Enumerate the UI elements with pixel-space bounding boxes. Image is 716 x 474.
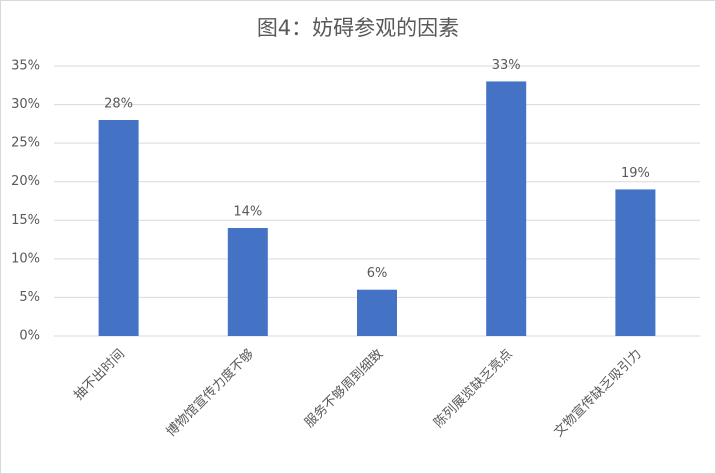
chart-title: 图4：妨碍参观的因素 <box>257 16 459 40</box>
y-tick-label: 10% <box>11 251 40 266</box>
y-tick-label: 30% <box>11 97 40 112</box>
y-tick-label: 15% <box>11 213 40 228</box>
y-tick-label: 20% <box>11 174 40 189</box>
y-tick-label: 5% <box>19 290 40 305</box>
bar <box>357 289 397 336</box>
bar <box>227 228 268 336</box>
data-label: 6% <box>367 266 388 281</box>
y-tick-label: 25% <box>11 136 40 151</box>
bar <box>98 120 139 336</box>
y-tick-label: 35% <box>11 59 40 74</box>
y-tick-label: 0% <box>19 329 40 344</box>
data-label: 19% <box>621 166 650 181</box>
bar <box>486 81 527 336</box>
bar <box>615 189 656 336</box>
data-label: 14% <box>233 205 262 220</box>
data-label: 28% <box>104 97 133 112</box>
data-label: 33% <box>492 58 521 73</box>
